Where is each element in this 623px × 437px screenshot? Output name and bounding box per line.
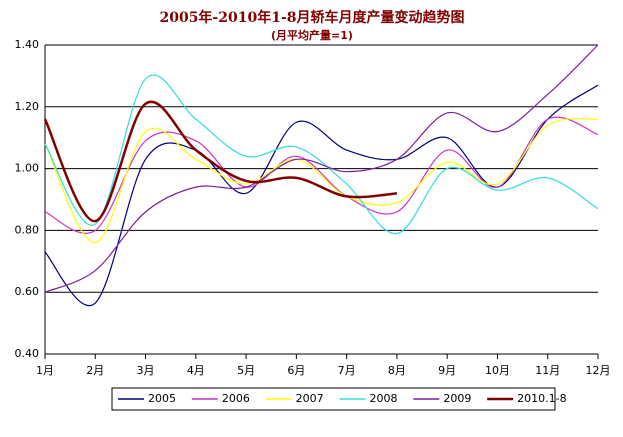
y-tick-label: 1.00 (15, 162, 40, 175)
y-tick-label: 0.80 (15, 223, 40, 236)
y-tick-label: 0.60 (15, 285, 40, 298)
x-tick-label: 11月 (535, 364, 560, 377)
y-tick-label: 0.40 (15, 347, 40, 360)
x-tick-label: 9月 (438, 364, 456, 377)
x-tick-label: 4月 (187, 364, 205, 377)
legend-label: 2008 (370, 392, 398, 405)
x-tick-label: 12月 (586, 364, 611, 377)
x-tick-label: 3月 (137, 364, 155, 377)
series-line (44, 44, 599, 293)
x-tick-label: 7月 (338, 364, 356, 377)
x-tick-label: 5月 (237, 364, 255, 377)
legend-label: 2007 (296, 392, 324, 405)
legend-label: 2005 (148, 392, 176, 405)
y-tick-label: 1.40 (15, 38, 40, 51)
legend-label: 2006 (222, 392, 250, 405)
series-line (43, 100, 398, 223)
legend-box (111, 387, 556, 411)
x-tick-label: 8月 (388, 364, 406, 377)
y-tick-label: 1.20 (15, 100, 40, 113)
x-tick-label: 1月 (36, 364, 54, 377)
series-line (44, 116, 599, 234)
chart-title: 2005年-2010年1-8月轿车月度产量变动趋势图 (159, 9, 464, 26)
legend-label: 2010.1-8 (517, 392, 566, 405)
series-line (44, 117, 599, 244)
x-tick-label: 2月 (86, 364, 104, 377)
x-tick-label: 6月 (287, 364, 305, 377)
legend-label: 2009 (443, 392, 471, 405)
x-tick-label: 10月 (485, 364, 510, 377)
chart-subtitle: (月平均产量=1) (271, 28, 353, 42)
series-line (44, 74, 599, 235)
series-line (44, 84, 599, 307)
